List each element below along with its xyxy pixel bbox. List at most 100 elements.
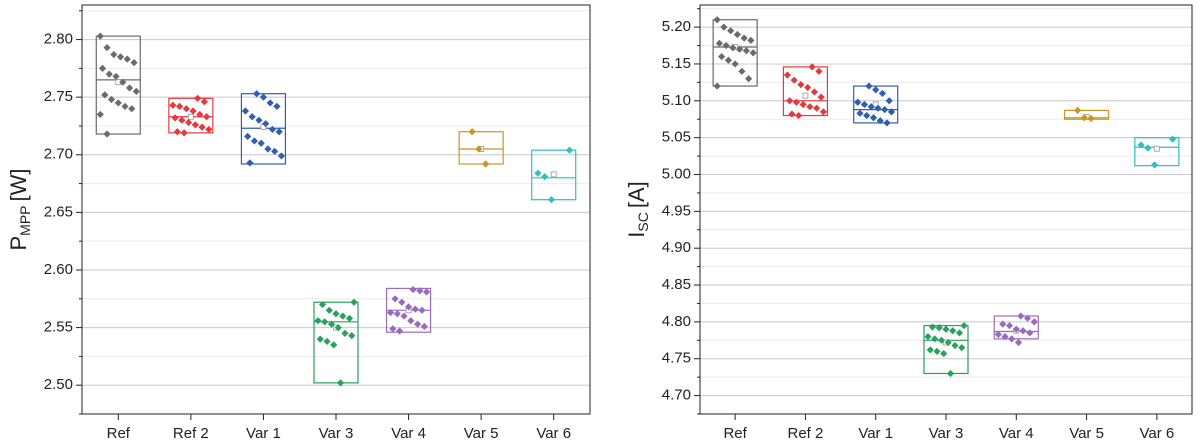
- data-point: [813, 104, 821, 112]
- data-point: [96, 110, 104, 119]
- data-point: [946, 369, 955, 378]
- y-tick-label: 2.55: [44, 319, 73, 336]
- data-point: [332, 310, 340, 318]
- data-point: [200, 98, 208, 106]
- box: [993, 315, 1039, 340]
- data-point: [740, 34, 748, 42]
- y-tick-label: 5.10: [662, 92, 691, 109]
- box: [712, 19, 758, 87]
- data-point: [180, 129, 188, 137]
- data-point: [788, 110, 796, 118]
- data-point: [720, 23, 728, 31]
- y-label-unit: [W]: [6, 168, 31, 201]
- data-point: [105, 70, 113, 78]
- data-point: [799, 100, 807, 109]
- data-point: [277, 152, 286, 160]
- data-point: [1080, 114, 1088, 122]
- data-point: [742, 47, 750, 55]
- data-point: [275, 128, 283, 136]
- data-point: [416, 287, 424, 295]
- data-point: [715, 39, 723, 47]
- y-tick-label: 2.60: [44, 261, 73, 278]
- data-point: [409, 285, 417, 294]
- data-point: [246, 159, 254, 167]
- data-point: [1001, 333, 1009, 341]
- data-point: [736, 45, 744, 53]
- data-point: [926, 346, 934, 354]
- data-point: [196, 110, 204, 119]
- data-point: [856, 109, 864, 117]
- data-point: [718, 52, 726, 61]
- data-point: [119, 78, 127, 86]
- data-point: [724, 56, 732, 64]
- data-point: [253, 90, 261, 98]
- box: [853, 85, 899, 124]
- x-tick-label: Var 4: [999, 425, 1034, 442]
- data-point: [482, 160, 490, 168]
- data-point: [189, 107, 197, 115]
- y-tick-label: 5.05: [662, 129, 691, 146]
- data-point: [944, 338, 952, 347]
- data-point: [398, 298, 406, 306]
- y-axis-label: ISC [A]: [624, 181, 651, 237]
- data-point: [125, 84, 134, 92]
- x-tick-label: Ref: [723, 425, 747, 442]
- data-point: [937, 336, 946, 344]
- x-tick-label: Var 1: [246, 425, 281, 442]
- data-point: [103, 130, 111, 138]
- data-point: [98, 64, 107, 72]
- data-point: [248, 113, 256, 121]
- data-point: [869, 114, 878, 122]
- data-point: [330, 341, 338, 349]
- data-point: [323, 337, 331, 346]
- box: [168, 97, 214, 134]
- data-point: [264, 145, 272, 153]
- x-tick-label: Ref: [107, 425, 131, 442]
- data-point: [395, 327, 404, 335]
- data-point: [722, 41, 730, 50]
- mean-marker: [1153, 145, 1160, 152]
- data-point: [325, 306, 333, 314]
- box: [923, 324, 969, 375]
- data-point: [958, 344, 966, 352]
- data-point: [321, 318, 329, 326]
- data-point: [339, 312, 347, 320]
- data-point: [114, 99, 122, 107]
- data-point: [876, 117, 884, 125]
- data-point: [747, 36, 755, 44]
- x-tick-label: Var 3: [319, 425, 354, 442]
- y-label-main: I: [624, 232, 649, 238]
- data-point: [1008, 335, 1016, 343]
- data-point: [1073, 106, 1082, 114]
- data-point: [336, 379, 345, 387]
- data-point: [250, 137, 259, 145]
- data-point: [942, 325, 950, 333]
- data-point: [420, 322, 428, 331]
- data-point: [745, 75, 753, 83]
- data-point: [874, 104, 882, 112]
- data-point: [128, 105, 136, 113]
- data-point: [738, 67, 746, 75]
- data-point: [314, 317, 322, 325]
- data-point: [1014, 338, 1023, 347]
- data-point: [205, 125, 213, 134]
- data-point: [863, 111, 871, 120]
- data-point: [171, 114, 179, 122]
- data-point: [534, 169, 542, 177]
- data-point: [806, 103, 814, 111]
- y-tick-label: 4.80: [662, 313, 691, 330]
- data-point: [949, 327, 957, 335]
- x-tick-label: Ref 2: [787, 425, 823, 442]
- data-point: [413, 320, 422, 328]
- mean-marker: [550, 171, 557, 178]
- data-point: [103, 44, 111, 52]
- data-point: [121, 102, 129, 110]
- data-point: [1169, 135, 1177, 143]
- data-point: [393, 310, 401, 318]
- x-tick-label: Var 5: [464, 425, 499, 442]
- data-point: [924, 333, 932, 341]
- data-point: [860, 100, 869, 109]
- y-label-sub: SC: [635, 212, 651, 231]
- data-point: [257, 139, 265, 147]
